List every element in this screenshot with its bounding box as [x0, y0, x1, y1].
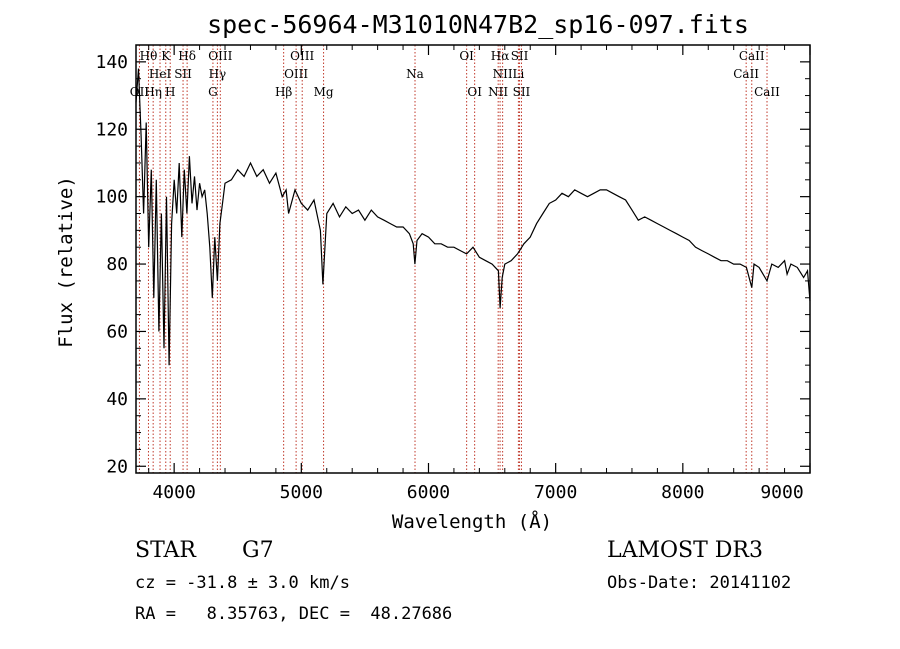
y-tick-label: 100 — [95, 187, 128, 208]
x-tick-label: 6000 — [407, 482, 450, 503]
x-tick-label: 8000 — [661, 482, 704, 503]
object-subclass: G7 — [242, 538, 274, 563]
y-tick-label: 20 — [106, 456, 128, 477]
spectral-line-label: Hγ — [209, 67, 227, 81]
spectral-line-label: OIII — [208, 49, 232, 63]
spectral-line-label: Hβ — [275, 85, 292, 99]
spectral-line-label: CaII — [754, 85, 780, 99]
chart-title: spec-56964-M31010N47B2_sp16-097.fits — [207, 10, 749, 39]
spectral-line-label: Mg — [314, 85, 334, 99]
x-axis-label: Wavelength (Å) — [392, 510, 552, 533]
spectral-line-label: SII — [513, 85, 531, 99]
spectral-line-label: Hθ — [140, 49, 158, 63]
redshift-cz: cz = -31.8 ± 3.0 km/s — [135, 573, 350, 593]
x-axis-ticks: 4000 5000 6000 7000 8000 9000 — [148, 45, 811, 503]
spectral-line-label: Na — [406, 67, 424, 81]
spectral-line-label: Hα — [491, 49, 510, 63]
spectral-line-labels: OIIHθHηHeIKHSIIHδGHγOIIIHβOIIIOIIIMgNaOI… — [130, 49, 780, 99]
object-class: STAR — [135, 538, 196, 563]
spectral-line-label: G — [208, 85, 218, 99]
x-tick-label: 4000 — [152, 482, 195, 503]
spectral-line-label: NII — [488, 85, 508, 99]
y-tick-label: 140 — [95, 52, 128, 73]
spectral-line-markers — [138, 45, 768, 473]
spectral-line-label: OIII — [290, 49, 314, 63]
spectrum-line — [135, 68, 811, 366]
spectral-line-label: OI — [459, 49, 474, 63]
spectral-line-label: CaII — [733, 67, 759, 81]
x-tick-label: 5000 — [280, 482, 323, 503]
x-tick-label: 9000 — [760, 482, 803, 503]
coordinates: RA = 8.35763, DEC = 48.27686 — [135, 604, 453, 624]
spectral-line-label: OIII — [284, 67, 308, 81]
spectral-line-label: OI — [467, 85, 482, 99]
spectral-line-label: CaII — [739, 49, 765, 63]
spectral-line-label: Li — [512, 67, 524, 81]
y-tick-label: 80 — [106, 254, 128, 275]
x-tick-label: 7000 — [534, 482, 577, 503]
axes-frame — [135, 44, 811, 474]
y-tick-label: 40 — [106, 389, 128, 410]
y-axis-label: Flux (relative) — [55, 176, 77, 348]
observation-date: Obs-Date: 20141102 — [607, 573, 792, 593]
y-axis-ticks: 20 40 60 80 100 120 140 — [95, 44, 810, 477]
spectral-line-label: NII — [493, 67, 513, 81]
spectral-line-label: Hη — [144, 85, 162, 99]
spectral-line-label: SII — [511, 49, 529, 63]
spectral-line-label: H — [165, 85, 175, 99]
spectral-line-label: Hδ — [178, 49, 196, 63]
spectral-line-label: SII — [174, 67, 192, 81]
spectral-line-label: HeI — [149, 67, 172, 81]
survey-name: LAMOST DR3 — [607, 538, 763, 563]
spectral-line-label: K — [161, 49, 171, 63]
y-tick-label: 60 — [106, 321, 128, 342]
y-tick-label: 120 — [95, 119, 128, 140]
